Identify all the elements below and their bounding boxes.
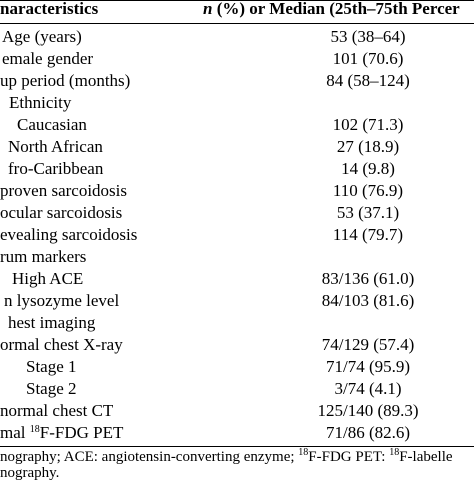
table-row: Ethnicity <box>0 92 474 114</box>
table-row: up period (months) 84 (58–124) <box>0 70 474 92</box>
footnote-text-a: nography; ACE: angiotensin-converting en… <box>0 449 299 465</box>
header-characteristics: naracteristics <box>0 0 99 18</box>
table-row: n lysozyme level 84/103 (81.6) <box>0 290 474 312</box>
row-label: n lysozyme level <box>4 291 120 310</box>
footnote-superscript-2: 18 <box>389 447 400 458</box>
row-value: 101 (70.6) <box>332 49 404 68</box>
row-value: 3/74 (4.1) <box>334 379 402 398</box>
row-label-prefix: mal <box>0 423 30 442</box>
row-value: 102 (71.3) <box>332 115 404 134</box>
row-value: 84 (58–124) <box>326 71 410 90</box>
row-value: 53 (38–64) <box>330 27 406 46</box>
footnote-line-2: nography. <box>0 465 60 481</box>
header-value-text: (%) or Median (25th–75th Percer <box>212 0 460 18</box>
row-label: Ethnicity <box>9 93 72 112</box>
row-value: 71/86 (82.6) <box>325 423 411 442</box>
table-row: fro-Caribbean 14 (9.8) <box>0 158 474 180</box>
row-label: proven sarcoidosis <box>0 181 128 200</box>
row-label-suffix: F-FDG PET <box>39 423 124 442</box>
table-row: North African 27 (18.9) <box>0 136 474 158</box>
row-value: 110 (76.9) <box>332 181 404 200</box>
table-row: hest imaging <box>0 312 474 334</box>
table-row: proven sarcoidosis 110 (76.9) <box>0 180 474 202</box>
row-label: ormal chest X-ray <box>0 335 123 354</box>
table-row: evealing sarcoidosis 114 (79.7) <box>0 224 474 246</box>
row-label: Age (years) <box>2 27 82 46</box>
row-label: emale gender <box>2 49 94 68</box>
row-value: 71/74 (95.9) <box>325 357 411 376</box>
table-row: Stage 1 71/74 (95.9) <box>0 356 474 378</box>
row-value: 83/136 (61.0) <box>321 269 415 288</box>
table-row: emale gender 101 (70.6) <box>0 48 474 70</box>
table-row: High ACE 83/136 (61.0) <box>0 268 474 290</box>
row-value: 74/129 (57.4) <box>321 335 415 354</box>
row-value: 53 (37.1) <box>336 203 400 222</box>
table-row: Age (years) 53 (38–64) <box>0 26 474 48</box>
header-bottom-rule <box>0 23 474 24</box>
row-label: fro-Caribbean <box>8 159 104 178</box>
footnote-text-b: F-FDG PET: <box>308 449 390 465</box>
row-label: hest imaging <box>8 313 96 332</box>
header-n-italic: n <box>203 0 213 18</box>
table-row: Stage 2 3/74 (4.1) <box>0 378 474 400</box>
footnote-line-1: nography; ACE: angiotensin-converting en… <box>0 448 453 466</box>
row-label: North African <box>8 137 103 156</box>
row-label: mal 18F-FDG PET <box>0 422 123 444</box>
row-value: 27 (18.9) <box>336 137 400 156</box>
footnote-text-c: F-labelle <box>399 449 453 465</box>
row-label: Stage 2 <box>26 379 77 398</box>
row-label: High ACE <box>12 269 84 288</box>
table-row: Caucasian 102 (71.3) <box>0 114 474 136</box>
table-row: ocular sarcoidosis 53 (37.1) <box>0 202 474 224</box>
row-value: 125/140 (89.3) <box>317 401 419 420</box>
header-value-column: n (%) or Median (25th–75th Percer <box>203 0 460 22</box>
row-label: Caucasian <box>17 115 87 134</box>
row-label: Stage 1 <box>26 357 77 376</box>
row-label: up period (months) <box>0 71 131 90</box>
footnote-superscript-1: 18 <box>298 447 309 458</box>
row-value: 84/103 (81.6) <box>321 291 415 310</box>
row-label: normal chest CT <box>0 401 114 420</box>
isotope-superscript: 18 <box>29 424 40 435</box>
row-value: 114 (79.7) <box>332 225 404 244</box>
table-bottom-rule <box>0 446 474 447</box>
table-top-rule <box>0 0 474 1</box>
row-label: evealing sarcoidosis <box>0 225 138 244</box>
table-row: normal chest CT 125/140 (89.3) <box>0 400 474 422</box>
table-row: rum markers <box>0 246 474 268</box>
table-row: ormal chest X-ray 74/129 (57.4) <box>0 334 474 356</box>
table-row: mal 18F-FDG PET 71/86 (82.6) <box>0 422 474 444</box>
row-value: 14 (9.8) <box>341 159 395 178</box>
row-label: rum markers <box>0 247 87 266</box>
row-label: ocular sarcoidosis <box>0 203 123 222</box>
